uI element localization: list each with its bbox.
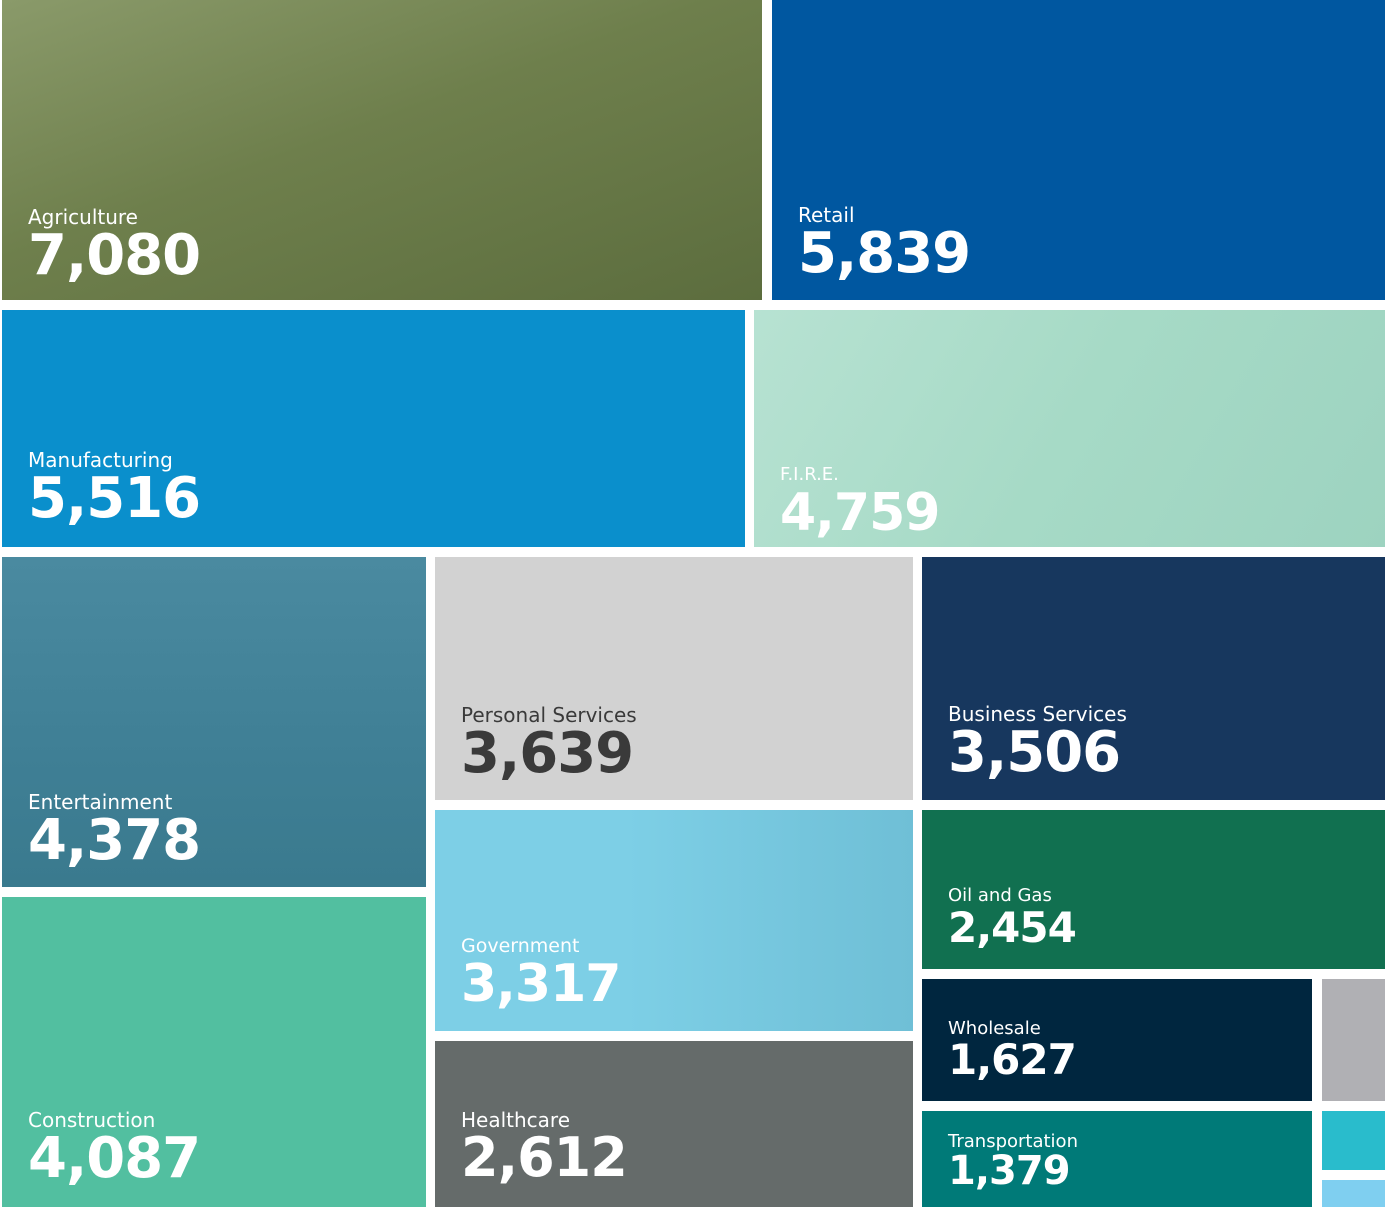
- tile-value: 3,506: [948, 725, 1120, 781]
- treemap: Agriculture7,080Retail5,839Manufacturing…: [0, 0, 1385, 1207]
- tile-value: 7,080: [28, 228, 200, 284]
- tile-value: 1,379: [948, 1151, 1070, 1191]
- tile-value: 3,639: [461, 726, 633, 782]
- small-tile: [1322, 1111, 1385, 1170]
- tile-value: 5,516: [28, 471, 200, 527]
- tile-value: 4,087: [28, 1131, 200, 1187]
- tile-value: 4,759: [780, 487, 939, 539]
- tile-value: 3,317: [461, 958, 620, 1010]
- tile-value: 1,627: [948, 1039, 1076, 1081]
- tile-value: 5,839: [798, 226, 970, 282]
- small-tile: [1322, 979, 1385, 1101]
- tile-value: 4,378: [28, 813, 200, 869]
- tile: F.I.R.E. 4,759: [754, 310, 1385, 547]
- tile-label: F.I.R.E.: [780, 466, 839, 484]
- tile-value: 2,454: [948, 907, 1076, 949]
- tile-value: 2,612: [461, 1131, 627, 1185]
- small-tile: [1322, 1180, 1385, 1207]
